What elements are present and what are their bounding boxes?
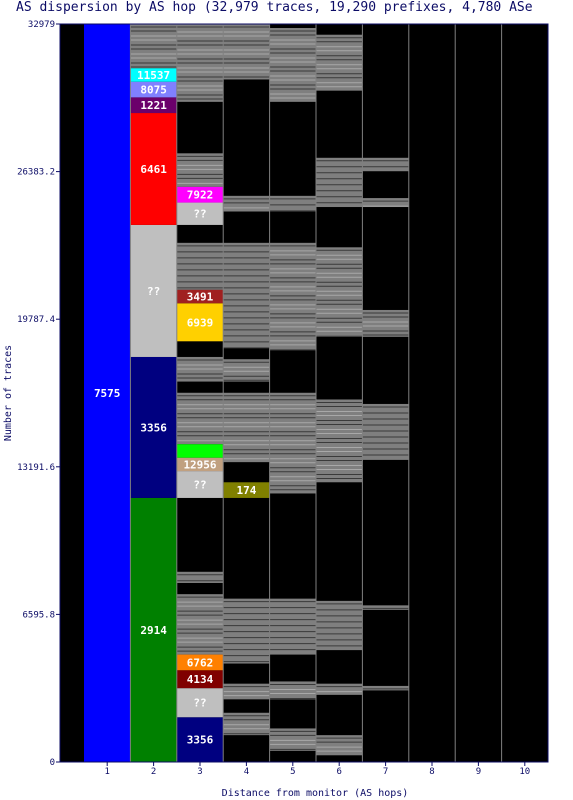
segment-label: 3356 — [187, 734, 214, 747]
gray-band-hop6 — [316, 683, 363, 695]
bars-layer: 7575 2914 3356?? 6461 1221 8075 11537 3356?? 413… — [59, 23, 549, 763]
segment-label: 2914 — [140, 624, 167, 637]
segment-hop2 — [130, 356, 177, 498]
gray-band-hop5 — [269, 28, 316, 102]
gray-band-hop5 — [269, 681, 316, 700]
segment-hop2 — [130, 113, 177, 225]
segment-label: ?? — [193, 208, 206, 221]
segment-hop3 — [176, 717, 224, 762]
gray-band-hop6 — [316, 735, 363, 756]
gray-band-hop4 — [223, 195, 270, 212]
x-tick-label: 10 — [519, 767, 530, 777]
gray-band-hop5 — [269, 392, 316, 494]
y-tick-label: 6595.8 — [22, 610, 55, 620]
segment-label: ?? — [193, 697, 206, 710]
segment-hop2 — [130, 497, 177, 762]
gray-band-hop6 — [316, 600, 363, 651]
gray-band-hop4 — [223, 598, 270, 664]
gray-band-hop6 — [316, 157, 363, 208]
gray-band-hop7 — [362, 157, 409, 172]
segment-hop2 — [130, 97, 177, 114]
gray-band-hop7 — [362, 403, 409, 460]
gray-band-hop7 — [362, 685, 409, 691]
segment-hop3 — [176, 289, 224, 304]
y-tick-label: 13191.6 — [17, 463, 55, 473]
segment-hop3 — [176, 654, 224, 671]
segment-hop3 — [176, 471, 224, 498]
gray-band-hop7 — [362, 198, 409, 208]
gray-band-hop7 — [362, 605, 409, 610]
segment-hop2 — [130, 224, 177, 357]
segment-label: 8075 — [140, 84, 167, 97]
gray-band-hop6 — [316, 34, 363, 91]
segment-hop4 — [223, 482, 270, 498]
segment-hop3 — [176, 186, 224, 203]
gray-band-hop6 — [316, 247, 363, 337]
y-tick-label: 26383.2 — [17, 168, 55, 178]
gray-band-hop4 — [223, 392, 270, 463]
gray-band-hop4 — [223, 712, 270, 736]
segment-label: 174 — [236, 484, 256, 497]
y-tick-layer: 0 6595.8 13191.6 19787.4 26383.2 32979 — [17, 20, 60, 768]
gray-band-hop4 — [223, 242, 270, 349]
y-tick-label: 0 — [50, 758, 55, 768]
segment-label: 1221 — [140, 99, 167, 112]
segment-label: 4134 — [187, 673, 214, 686]
segment-hop3 — [176, 444, 224, 458]
x-tick-label: 7 — [383, 767, 388, 777]
x-tick-label: 1 — [104, 767, 109, 777]
segment-label: 7575 — [94, 387, 121, 400]
segment-hop3 — [176, 670, 224, 689]
y-axis-label: Number of traces — [3, 345, 14, 441]
x-axis-label: Distance from monitor (AS hops) — [222, 788, 409, 799]
x-tick-label: 5 — [290, 767, 295, 777]
segment-label: 6939 — [187, 316, 214, 329]
segment-label: 7922 — [187, 189, 214, 202]
x-tick-label: 2 — [151, 767, 156, 777]
x-tick-label: 9 — [476, 767, 481, 777]
segment-label: 3356 — [140, 421, 167, 434]
gray-band-hop3 — [176, 392, 224, 445]
segment-label: 11537 — [137, 69, 170, 82]
x-tick-label: 3 — [197, 767, 202, 777]
gray-band-hop3 — [176, 242, 224, 290]
segment-hop3 — [176, 688, 224, 718]
segment-label: 12956 — [183, 458, 216, 471]
y-tick-label: 19787.4 — [17, 315, 55, 325]
gray-band-hop5 — [269, 242, 316, 351]
x-tick-layer: 1 2 3 4 5 6 7 8 9 10 — [104, 762, 530, 777]
segment-label: ?? — [147, 285, 160, 298]
segment-hop2 — [130, 81, 177, 98]
x-tick-label: 8 — [429, 767, 434, 777]
segment-label: 6461 — [140, 163, 167, 176]
segment-hop3 — [176, 457, 224, 472]
chart-title: AS dispersion by AS hop (32,979 traces, … — [16, 0, 533, 15]
segment-hop3 — [176, 202, 224, 225]
segment-hop3 — [176, 303, 224, 342]
plot-border — [59, 23, 549, 763]
x-tick-label: 4 — [244, 767, 249, 777]
segment-label: 3491 — [187, 291, 214, 304]
segment-label: 6762 — [187, 656, 214, 669]
gray-band-hop3 — [176, 153, 224, 187]
segment-hop2 — [130, 68, 177, 82]
gray-band-hop5 — [269, 728, 316, 751]
segment-label: ?? — [193, 479, 206, 492]
gray-band-hop3 — [176, 571, 224, 583]
gray-band-hop6 — [316, 399, 363, 483]
segment-hop1 — [84, 24, 131, 762]
gray-band-hop5 — [269, 195, 316, 212]
y-tick-label: 32979 — [28, 20, 55, 30]
gray-band-hop7 — [362, 309, 409, 337]
gray-band-hop4 — [223, 24, 270, 80]
x-tick-label: 6 — [336, 767, 341, 777]
gray-band-hop5 — [269, 598, 316, 655]
